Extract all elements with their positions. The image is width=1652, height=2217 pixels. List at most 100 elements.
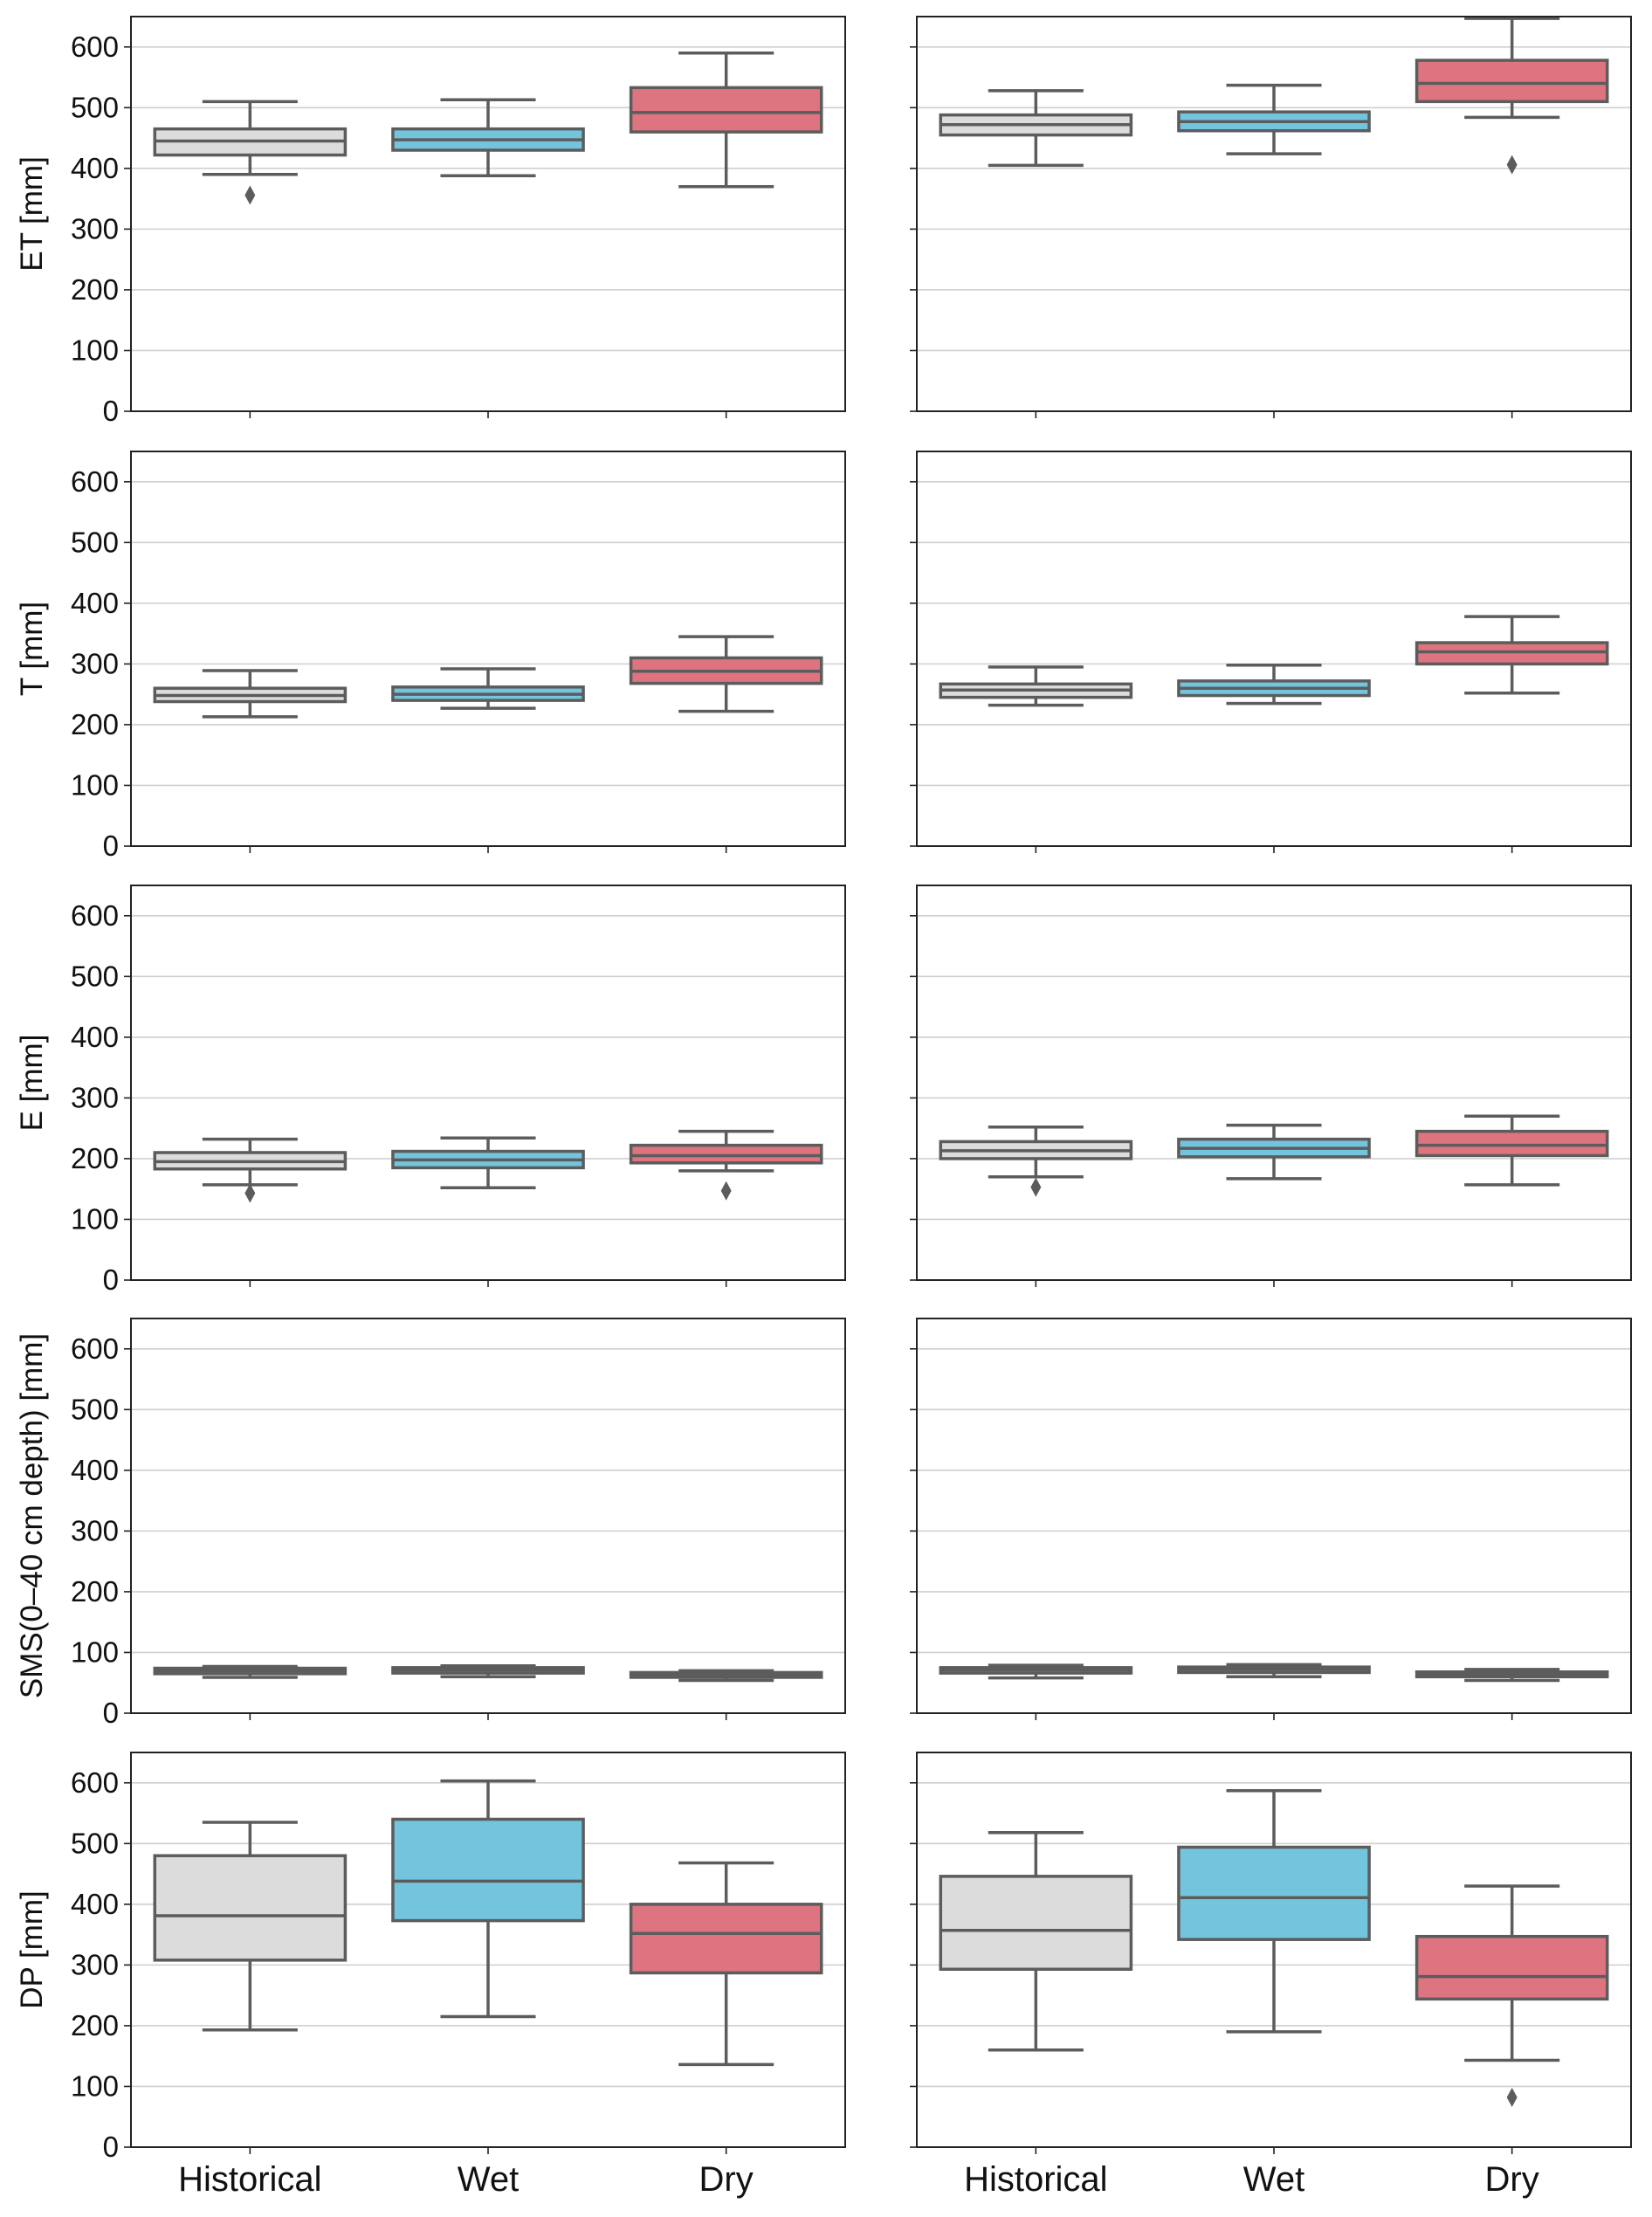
box-dry [629, 51, 823, 189]
y-tick-label: 300 [71, 1081, 119, 1113]
y-tick-label: 300 [71, 1948, 119, 1980]
axes-frame [916, 1752, 1632, 2148]
box-iqr [629, 1903, 823, 1975]
y-axis-label: ET [mm] [15, 156, 49, 272]
box-iqr [629, 86, 823, 134]
y-tick-label: 200 [71, 708, 119, 740]
y-tick-label: 400 [71, 1454, 119, 1486]
outlier-marker [1506, 155, 1518, 175]
y-tick-label: 0 [103, 2131, 119, 2163]
axes-frame [916, 451, 1632, 847]
box-historical [153, 1821, 348, 2032]
box-historical [939, 1831, 1133, 2052]
y-tick-label: 0 [103, 830, 119, 862]
box-dry [1415, 1668, 1609, 1683]
outlier-marker [1506, 2087, 1518, 2107]
box-dry [629, 1129, 823, 1201]
y-tick-label: 200 [71, 1575, 119, 1608]
y-tick-label: 200 [71, 273, 119, 306]
box-historical [939, 665, 1133, 707]
box-wet [391, 1664, 585, 1679]
panel-0-1 [910, 16, 1632, 418]
box-wet [1177, 1789, 1371, 2034]
axes-frame [130, 16, 846, 412]
box-historical [153, 1664, 348, 1679]
y-tick-label: 0 [103, 1263, 119, 1296]
y-tick-label: 200 [71, 2009, 119, 2041]
box-historical [153, 100, 348, 205]
box-wet [1177, 1123, 1371, 1181]
box-dry [1415, 1884, 1609, 2107]
y-axis-label: T [mm] [15, 602, 49, 696]
y-tick-label: 500 [71, 526, 119, 558]
panel-4-0: 0 100 200 300 400 500 600 Historical Wet Dry [71, 1752, 846, 2199]
box-historical [153, 669, 348, 719]
y-tick-label: 300 [71, 647, 119, 679]
box-wet [391, 1779, 585, 2019]
y-axis-label: E [mm] [15, 1035, 49, 1132]
y-tick-label: 200 [71, 1142, 119, 1174]
box-wet [1177, 1663, 1371, 1679]
y-tick-label: 600 [71, 31, 119, 63]
y-tick-label: 600 [71, 1332, 119, 1365]
box-wet [1177, 664, 1371, 706]
outlier-marker [720, 1181, 732, 1201]
box-historical [153, 1137, 348, 1203]
box-historical [939, 89, 1133, 168]
box-iqr [153, 1854, 348, 1962]
panel-1-1 [910, 451, 1632, 853]
x-tick-label: Wet [458, 2160, 519, 2199]
box-iqr [1415, 59, 1609, 104]
axes-frame [130, 885, 846, 1281]
y-axis-label: SMS(0–40 cm depth) [mm] [15, 1333, 49, 1698]
y-tick-label: 0 [103, 1697, 119, 1729]
box-wet [391, 667, 585, 710]
outlier-marker [1030, 1177, 1042, 1197]
axes-frame [130, 1318, 846, 1714]
box-dry [1415, 17, 1609, 175]
panel-0-0: 0 100 200 300 400 500 600 [71, 16, 846, 427]
box-iqr [1415, 1934, 1609, 2001]
box-historical [939, 1126, 1133, 1197]
box-iqr [1415, 1129, 1609, 1158]
box-dry [1415, 615, 1609, 695]
y-tick-label: 300 [71, 212, 119, 244]
y-axis-label: DP [mm] [15, 1890, 49, 2008]
axes-frame [130, 451, 846, 847]
outlier-marker [244, 1183, 256, 1203]
box-iqr [1177, 1845, 1371, 1941]
y-tick-label: 500 [71, 1827, 119, 1859]
axes-frame [916, 16, 1632, 412]
box-wet [391, 1136, 585, 1190]
panel-3-0: 0 100 200 300 400 500 600 [71, 1318, 846, 1729]
panel-2-0: 0 100 200 300 400 500 600 [71, 885, 846, 1296]
y-tick-label: 300 [71, 1514, 119, 1546]
panel-2-1 [910, 885, 1632, 1287]
box-dry [629, 1669, 823, 1683]
y-tick-label: 400 [71, 587, 119, 619]
x-tick-label: Dry [1485, 2160, 1539, 2199]
box-dry [1415, 1114, 1609, 1187]
axes-frame [916, 1318, 1632, 1714]
y-tick-label: 600 [71, 465, 119, 498]
x-tick-label: Wet [1243, 2160, 1304, 2199]
box-wet [1177, 83, 1371, 155]
box-wet [391, 98, 585, 177]
y-tick-label: 500 [71, 960, 119, 992]
y-tick-label: 500 [71, 1393, 119, 1425]
y-tick-label: 100 [71, 334, 119, 366]
box-iqr [939, 1875, 1133, 1972]
axes-frame [916, 885, 1632, 1281]
box-dry [629, 1861, 823, 2067]
y-tick-label: 100 [71, 768, 119, 801]
y-tick-label: 500 [71, 91, 119, 123]
box-iqr [391, 1817, 585, 1923]
y-tick-label: 600 [71, 1766, 119, 1799]
panel-1-0: 0 100 200 300 400 500 600 [71, 451, 846, 862]
y-tick-label: 400 [71, 152, 119, 184]
box-dry [629, 635, 823, 713]
y-tick-label: 400 [71, 1888, 119, 1920]
y-tick-label: 0 [103, 395, 119, 427]
y-tick-label: 100 [71, 2069, 119, 2102]
